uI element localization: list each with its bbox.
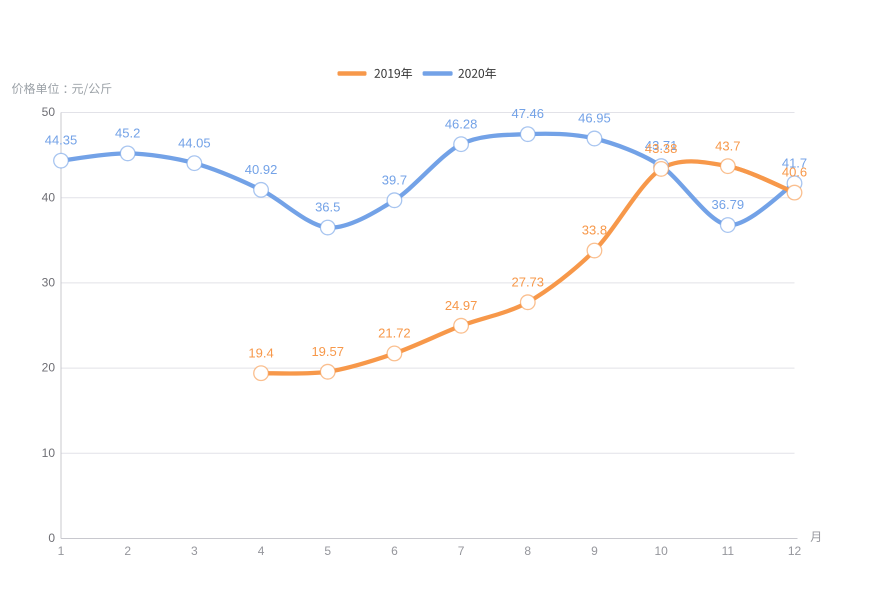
svg-text:8: 8 — [524, 544, 531, 558]
svg-text:41.7: 41.7 — [782, 155, 807, 170]
svg-text:36.5: 36.5 — [315, 200, 340, 215]
svg-text:19.57: 19.57 — [311, 344, 344, 359]
svg-text:44.05: 44.05 — [178, 135, 211, 150]
svg-text:46.95: 46.95 — [578, 111, 611, 126]
svg-text:27.73: 27.73 — [511, 274, 544, 289]
svg-text:30: 30 — [42, 276, 56, 290]
svg-text:46.28: 46.28 — [445, 116, 478, 131]
svg-text:45.2: 45.2 — [115, 126, 140, 141]
svg-text:12: 12 — [788, 544, 802, 558]
svg-text:44.35: 44.35 — [45, 133, 78, 148]
svg-text:39.7: 39.7 — [382, 172, 407, 187]
svg-text:36.79: 36.79 — [712, 197, 745, 212]
svg-text:33.8: 33.8 — [582, 223, 607, 238]
svg-text:0: 0 — [48, 531, 55, 545]
svg-text:2: 2 — [124, 544, 131, 558]
svg-text:1: 1 — [58, 544, 65, 558]
svg-text:43.38: 43.38 — [645, 141, 678, 156]
svg-text:40.6: 40.6 — [782, 165, 807, 180]
svg-text:21.72: 21.72 — [378, 326, 411, 341]
svg-text:43.71: 43.71 — [645, 138, 678, 153]
svg-text:43.7: 43.7 — [715, 138, 740, 153]
svg-text:6: 6 — [391, 544, 398, 558]
svg-text:19.4: 19.4 — [248, 345, 273, 360]
svg-text:9: 9 — [591, 544, 598, 558]
svg-text:3: 3 — [191, 544, 198, 558]
svg-text:20: 20 — [42, 361, 56, 375]
svg-text:24.97: 24.97 — [445, 298, 478, 313]
svg-text:7: 7 — [458, 544, 465, 558]
svg-text:11: 11 — [722, 544, 735, 558]
svg-text:50: 50 — [42, 105, 56, 119]
svg-text:10: 10 — [654, 544, 668, 558]
svg-text:47.46: 47.46 — [511, 106, 544, 121]
svg-text:5: 5 — [324, 544, 331, 558]
svg-text:10: 10 — [42, 446, 56, 460]
svg-text:4: 4 — [258, 544, 265, 558]
svg-text:40.92: 40.92 — [245, 162, 278, 177]
svg-text:40: 40 — [42, 190, 56, 204]
